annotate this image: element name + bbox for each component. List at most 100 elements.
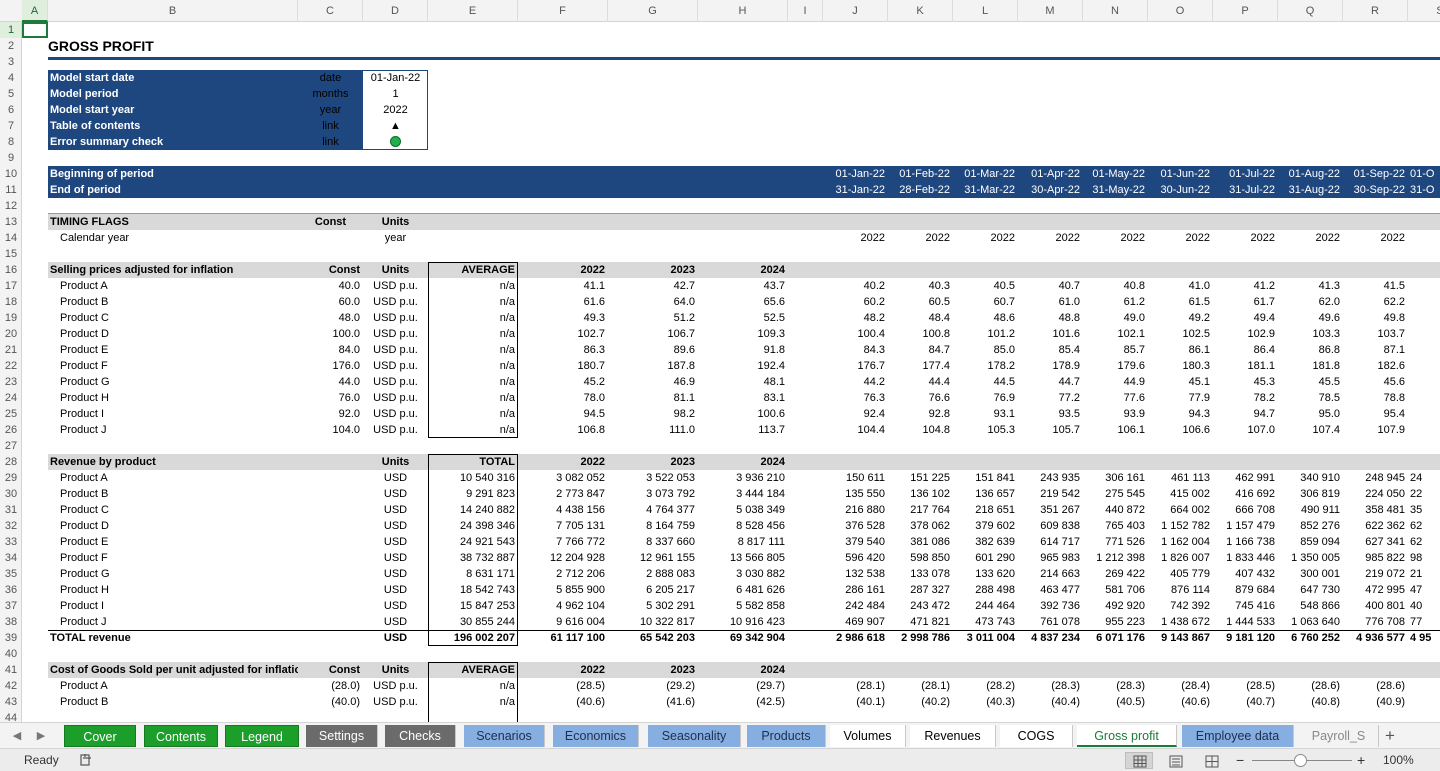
- units-value[interactable]: USD p.u.: [373, 376, 418, 388]
- product-name[interactable]: Product J: [60, 616, 107, 628]
- monthly-value[interactable]: 45.6: [1383, 376, 1405, 388]
- year-header[interactable]: 2024: [760, 456, 785, 468]
- sheet-grid[interactable]: GROSS PROFIT Model start date date 01-Jan-2…: [22, 22, 1440, 722]
- product-name[interactable]: Product I: [60, 600, 105, 612]
- row-header-41[interactable]: 41: [4, 664, 18, 676]
- column-header-m[interactable]: M: [1018, 0, 1083, 22]
- row-header-37[interactable]: 37: [4, 600, 18, 612]
- units-value[interactable]: USD: [383, 552, 408, 564]
- total-monthly[interactable]: 2 986 618: [836, 632, 885, 644]
- total-monthly[interactable]: 9 181 120: [1226, 632, 1275, 644]
- period-begin-date[interactable]: 01-May-22: [1092, 168, 1145, 180]
- monthly-value[interactable]: 1 438 672: [1161, 616, 1210, 628]
- product-name[interactable]: Product D: [60, 520, 109, 532]
- annual-value[interactable]: 9 616 004: [556, 616, 605, 628]
- monthly-value[interactable]: 581 706: [1105, 584, 1145, 596]
- monthly-value[interactable]: 40.2: [863, 280, 885, 292]
- monthly-value[interactable]: 1 212 398: [1096, 552, 1145, 564]
- monthly-value[interactable]: 133 078: [910, 568, 950, 580]
- units-value[interactable]: USD: [383, 488, 408, 500]
- calendar-year-value[interactable]: 2022: [1055, 232, 1080, 244]
- monthly-value[interactable]: 876 114: [1171, 584, 1210, 596]
- product-name[interactable]: Product E: [60, 344, 109, 356]
- row-header-2[interactable]: 2: [7, 40, 15, 52]
- monthly-value[interactable]: 490 911: [1301, 504, 1340, 516]
- annual-value[interactable]: 5 038 349: [736, 504, 785, 516]
- period-end-date[interactable]: 31-Jan-22: [835, 184, 885, 196]
- monthly-value[interactable]: 248 945: [1365, 472, 1405, 484]
- units-value[interactable]: USD p.u.: [373, 344, 418, 356]
- row-header-6[interactable]: 6: [7, 104, 15, 116]
- units-value[interactable]: USD p.u.: [373, 696, 418, 708]
- annual-value[interactable]: (42.5): [756, 696, 785, 708]
- monthly-value[interactable]: 664 002: [1170, 504, 1210, 516]
- row-header-39[interactable]: 39: [4, 632, 18, 644]
- calendar-year-value[interactable]: 2022: [860, 232, 885, 244]
- monthly-value[interactable]: 60.2: [863, 296, 885, 308]
- info-unit[interactable]: months: [312, 88, 349, 100]
- monthly-value[interactable]: 93.9: [1123, 408, 1145, 420]
- monthly-value[interactable]: 150 611: [846, 472, 885, 484]
- aggregate-value[interactable]: n/a: [499, 424, 515, 436]
- monthly-value[interactable]: 136 657: [975, 488, 1015, 500]
- monthly-value[interactable]: 216 880: [845, 504, 885, 516]
- monthly-value[interactable]: 471 821: [910, 616, 950, 628]
- monthly-value[interactable]: 133 620: [975, 568, 1015, 580]
- monthly-value[interactable]: 61.0: [1058, 296, 1080, 308]
- calendar-year-value[interactable]: 2022: [990, 232, 1015, 244]
- aggregate-value[interactable]: n/a: [499, 328, 515, 340]
- annual-value[interactable]: 113.7: [758, 424, 785, 436]
- year-header[interactable]: 2023: [670, 664, 695, 676]
- total-annual[interactable]: 69 342 904: [729, 632, 785, 644]
- monthly-value[interactable]: 392 736: [1040, 600, 1080, 612]
- period-begin-date[interactable]: 01-Mar-22: [964, 168, 1015, 180]
- product-name[interactable]: Product H: [60, 584, 109, 596]
- aggregate-value[interactable]: n/a: [499, 280, 515, 292]
- period-end-date[interactable]: 31-Aug-22: [1288, 184, 1340, 196]
- monthly-value[interactable]: 955 223: [1105, 616, 1145, 628]
- units-value[interactable]: USD p.u.: [373, 328, 418, 340]
- monthly-value[interactable]: 84.7: [928, 344, 950, 356]
- monthly-value[interactable]: 1 166 738: [1226, 536, 1275, 548]
- total-monthly[interactable]: 4 936 577: [1356, 632, 1405, 644]
- annual-value[interactable]: 5 855 900: [556, 584, 605, 596]
- zoom-level[interactable]: 100%: [1383, 753, 1414, 767]
- sheet-tab-cover[interactable]: Cover: [64, 725, 136, 747]
- cogs-section-header[interactable]: Cost of Goods Sold per unit adjusted for…: [50, 664, 298, 676]
- const-value[interactable]: (40.0): [331, 696, 360, 708]
- annual-value[interactable]: 8 337 660: [646, 536, 695, 548]
- units-header[interactable]: Units: [381, 456, 410, 468]
- monthly-value[interactable]: 340 910: [1300, 472, 1340, 484]
- annual-value[interactable]: 102.7: [577, 328, 605, 340]
- calendar-year-value[interactable]: 2022: [925, 232, 950, 244]
- monthly-value[interactable]: 100.8: [922, 328, 950, 340]
- product-name[interactable]: Product H: [60, 392, 109, 404]
- monthly-value[interactable]: 104.4: [857, 424, 885, 436]
- monthly-value[interactable]: 405 779: [1170, 568, 1210, 580]
- monthly-value[interactable]: 358 481: [1365, 504, 1405, 516]
- info-value[interactable]: 01-Jan-22: [370, 72, 421, 84]
- row-header-27[interactable]: 27: [4, 440, 18, 452]
- monthly-value[interactable]: (40.9): [1376, 696, 1405, 708]
- period-begin-date[interactable]: 01-Jan-22: [835, 168, 885, 180]
- product-name[interactable]: Product J: [60, 424, 107, 436]
- monthly-value[interactable]: 647 730: [1300, 584, 1340, 596]
- annual-value[interactable]: (41.6): [666, 696, 695, 708]
- annual-value[interactable]: 83.1: [763, 392, 785, 404]
- row-header-20[interactable]: 20: [4, 328, 18, 340]
- annual-value[interactable]: 3 082 052: [556, 472, 605, 484]
- total-monthly[interactable]: 4 837 234: [1031, 632, 1080, 644]
- monthly-value[interactable]: (28.5): [1246, 680, 1275, 692]
- aggregate-value[interactable]: 8 631 171: [466, 568, 515, 580]
- units-value[interactable]: USD p.u.: [373, 408, 418, 420]
- monthly-value[interactable]: 379 540: [845, 536, 885, 548]
- monthly-value[interactable]: 182.6: [1377, 360, 1405, 372]
- row-header-31[interactable]: 31: [4, 504, 18, 516]
- monthly-value[interactable]: 44.2: [863, 376, 885, 388]
- column-header-b[interactable]: B: [48, 0, 298, 22]
- annual-value[interactable]: 109.3: [757, 328, 785, 340]
- monthly-value[interactable]: 104.8: [922, 424, 950, 436]
- annual-value[interactable]: (28.5): [576, 680, 605, 692]
- product-name[interactable]: Product B: [60, 488, 109, 500]
- row-header-15[interactable]: 15: [4, 248, 18, 260]
